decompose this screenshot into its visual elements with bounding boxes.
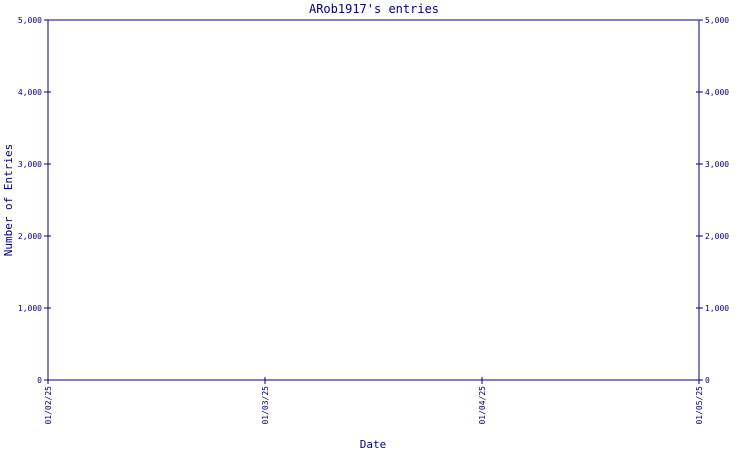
chart-title: ARob1917's entries xyxy=(309,2,439,16)
y-tick-label-left: 0 xyxy=(37,376,42,385)
y-tick-label-right: 5,000 xyxy=(705,16,729,25)
y-tick-label-right: 2,000 xyxy=(705,232,729,241)
y-tick-label-left: 4,000 xyxy=(18,88,42,97)
y-tick-label-right: 3,000 xyxy=(705,160,729,169)
y-tick-label-left: 2,000 xyxy=(18,232,42,241)
y-tick-label-left: 5,000 xyxy=(18,16,42,25)
x-tick-label: 01/05/25 xyxy=(695,386,704,425)
x-tick-label: 01/04/25 xyxy=(478,386,487,425)
x-tick-label: 01/03/25 xyxy=(261,386,270,425)
y-axis-label: Number of Entries xyxy=(2,144,15,257)
x-tick-label: 01/02/25 xyxy=(44,386,53,425)
y-tick-label-right: 1,000 xyxy=(705,304,729,313)
y-tick-label-right: 0 xyxy=(705,376,710,385)
y-tick-label-left: 3,000 xyxy=(18,160,42,169)
y-tick-label-right: 4,000 xyxy=(705,88,729,97)
x-axis-label: Date xyxy=(360,438,387,450)
y-tick-label-left: 1,000 xyxy=(18,304,42,313)
